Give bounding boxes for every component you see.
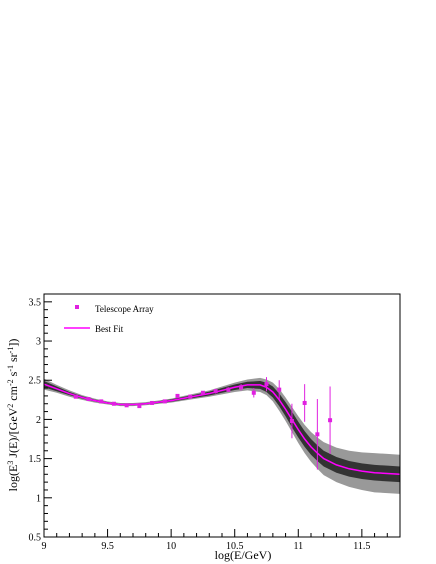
data-point <box>162 399 167 404</box>
point-marker <box>289 418 294 423</box>
inner-band <box>44 381 400 483</box>
point-marker <box>200 390 205 395</box>
point-marker <box>188 394 193 399</box>
x-tick-label: 9.5 <box>101 541 114 552</box>
point-marker <box>86 397 91 402</box>
data-point <box>99 399 104 404</box>
data-point <box>86 397 91 402</box>
point-marker <box>99 399 104 404</box>
data-point <box>188 394 193 399</box>
y-tick-label: 3.5 <box>29 297 42 308</box>
x-axis-title: log(E/GeV) <box>215 548 272 562</box>
point-marker <box>302 400 307 405</box>
data-point <box>277 380 282 400</box>
x-tick-label: 11.5 <box>353 541 370 552</box>
y-tick-label: 1.5 <box>29 454 42 465</box>
y-axis: 0.5 1 1.5 2 2.5 3 3.5 <box>29 293 52 544</box>
point-marker <box>73 394 78 399</box>
point-marker <box>175 393 180 398</box>
data-point <box>175 393 180 398</box>
data-point <box>289 403 294 439</box>
point-marker <box>264 382 269 387</box>
legend-marker-telescope-array <box>75 305 79 309</box>
data-point <box>137 404 142 409</box>
x-axis: 9 9.5 10 10.5 11 11.5 <box>42 529 401 552</box>
x-tick-label: 10 <box>166 541 176 552</box>
x-tick-label: 10.5 <box>226 541 244 552</box>
data-point <box>150 400 155 405</box>
data-point <box>302 384 307 422</box>
point-marker <box>162 399 167 404</box>
data-point <box>213 388 218 394</box>
legend-label-telescope-array: Telescope Array <box>95 304 154 314</box>
point-marker <box>315 432 320 437</box>
y-tick-label: 0.5 <box>29 533 42 544</box>
data-point <box>124 403 129 408</box>
fit-uncertainty-bands <box>44 377 400 494</box>
point-marker <box>251 390 256 395</box>
y-axis-title: log(E3 J(E)/[GeV2 cm-2 s-1 sr-1]) <box>6 339 21 492</box>
y-tick-label: 2 <box>36 415 41 426</box>
data-points <box>73 377 333 470</box>
point-marker <box>328 418 333 423</box>
legend-label-best-fit: Best Fit <box>95 324 124 334</box>
data-point <box>200 390 205 395</box>
data-point <box>226 387 231 392</box>
data-point <box>251 388 256 398</box>
data-point <box>73 394 78 399</box>
y-tick-label: 1 <box>36 493 41 504</box>
x-tick-label: 11 <box>293 541 303 552</box>
point-marker <box>150 400 155 405</box>
data-point <box>315 399 320 470</box>
point-marker <box>124 403 129 408</box>
point-marker <box>137 404 142 409</box>
data-point <box>111 401 116 406</box>
point-marker <box>226 387 231 392</box>
data-point <box>239 384 244 391</box>
y-tick-label: 2.5 <box>29 376 42 387</box>
point-marker <box>111 401 116 406</box>
legend: Telescope Array Best Fit <box>64 304 154 334</box>
y-tick-label: 3 <box>36 337 41 348</box>
data-point <box>264 377 269 392</box>
point-marker <box>239 385 244 390</box>
point-marker <box>277 387 282 392</box>
outer-band <box>44 377 400 494</box>
x-tick-label: 9 <box>42 541 47 552</box>
point-marker <box>213 389 218 394</box>
data-point <box>328 386 333 454</box>
